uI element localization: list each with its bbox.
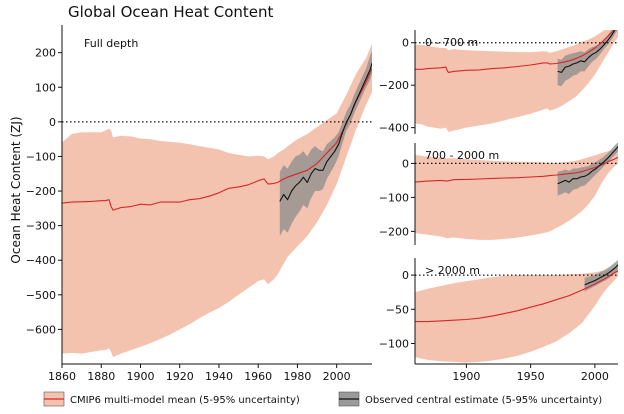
y-axis-label: Ocean Heat Content (ZJ) — [9, 116, 23, 263]
figure-title: Global Ocean Heat Content — [68, 3, 273, 21]
plot-area — [415, 30, 618, 132]
y-tick-label: −300 — [26, 220, 56, 233]
chart-panel-2: 0 −200 −400 0 - 700 m — [379, 30, 618, 135]
panel-label: Full depth — [84, 37, 138, 50]
legend-label: CMIP6 multi-model mean (5-95% uncertaint… — [70, 395, 300, 406]
observed-uncertainty-band — [279, 50, 372, 237]
x-tick-label: 2000 — [323, 370, 351, 383]
y-tick-label: 100 — [35, 81, 56, 94]
observed-mean-line — [584, 264, 618, 286]
panel-label: 700 - 2000 m — [425, 149, 499, 162]
legend: CMIP6 multi-model mean (5-95% uncertaint… — [43, 391, 602, 407]
y-tick-label: 0 — [402, 157, 409, 170]
x-tick-label: 1960 — [244, 370, 272, 383]
x-tick-label: 1980 — [283, 370, 311, 383]
model-mean-line — [415, 30, 615, 73]
observed-mean-line — [557, 30, 616, 73]
y-tick-label: −200 — [379, 225, 409, 238]
x-tick-label: 1860 — [48, 370, 76, 383]
y-tick-label: 0 — [49, 116, 56, 129]
y-tick-label: 0 — [402, 269, 409, 282]
plot-area — [415, 143, 618, 240]
y-tick-label: −600 — [26, 323, 56, 336]
model-mean-line — [415, 156, 618, 183]
x-tick-label: 1900 — [452, 370, 480, 383]
x-tick-label: 1950 — [517, 370, 545, 383]
y-tick-label: −400 — [379, 122, 409, 135]
panel-label: 0 - 700 m — [425, 36, 478, 49]
model-mean-line — [415, 270, 618, 323]
legend-item-1: CMIP6 multi-model mean (5-95% uncertaint… — [43, 391, 300, 407]
legend-label: Observed central estimate (5-95% uncerta… — [365, 395, 602, 406]
x-tick-label: 2000 — [581, 370, 609, 383]
plot-area — [62, 44, 372, 358]
observed-mean-line — [557, 146, 618, 185]
y-tick-label: −200 — [379, 79, 409, 92]
y-tick-label: 200 — [35, 47, 56, 60]
x-tick-label: 1920 — [166, 370, 194, 383]
observed-mean-line — [279, 62, 372, 202]
plot-area — [415, 260, 618, 363]
observed-uncertainty-band — [584, 260, 618, 292]
legend-item-2: Observed central estimate (5-95% uncerta… — [338, 391, 602, 407]
x-tick-label: 1900 — [126, 370, 154, 383]
chart-panel-1: 200 100 0 −100 −200 −300 −400 −500 −600 1860 1880 1… — [26, 25, 372, 383]
x-tick-label: 1940 — [205, 370, 233, 383]
chart-panel-3: 0 −100 −200 700 - 2000 m — [379, 143, 618, 245]
y-tick-label: −50 — [386, 303, 409, 316]
chart-panel-4: 0 −50 −100 1900 1950 2000 > 2000 m — [379, 258, 618, 383]
y-tick-label: 0 — [402, 37, 409, 50]
y-tick-label: −100 — [379, 337, 409, 350]
y-tick-label: −500 — [26, 289, 56, 302]
model-uncertainty-band — [415, 266, 618, 363]
model-mean-line — [62, 67, 372, 211]
model-uncertainty-band — [62, 44, 372, 358]
y-tick-label: −200 — [26, 185, 56, 198]
panel-label: > 2000 m — [425, 264, 480, 277]
y-tick-label: −100 — [379, 191, 409, 204]
y-tick-label: −400 — [26, 254, 56, 267]
x-tick-label: 1880 — [87, 370, 115, 383]
y-tick-label: −100 — [26, 150, 56, 163]
